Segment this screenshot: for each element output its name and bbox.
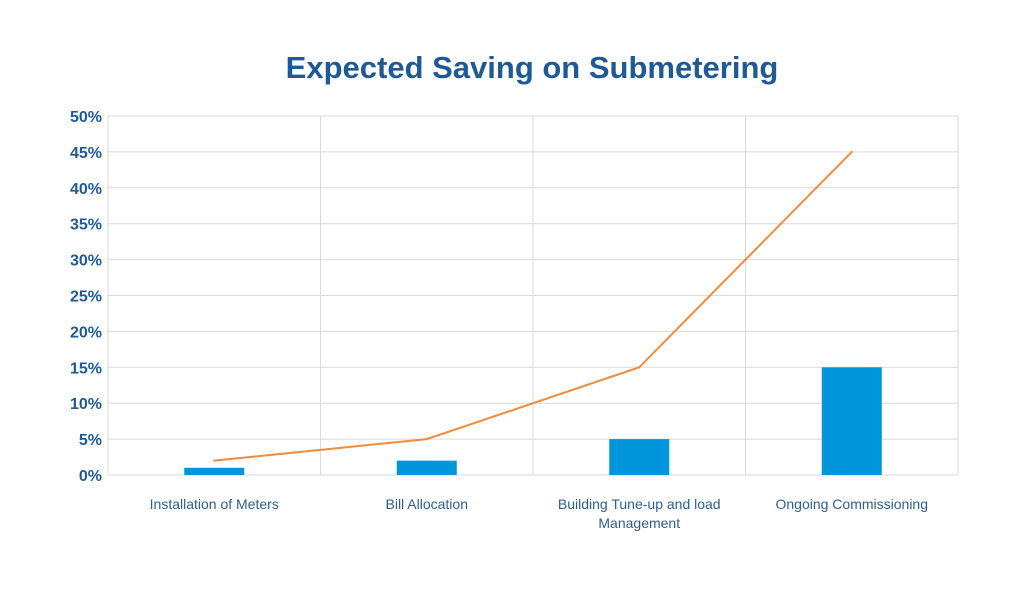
y-tick-label: 5% [79, 432, 102, 449]
bar [609, 439, 670, 475]
x-tick-label: Installation of Meters [150, 496, 279, 512]
line-series [214, 151, 853, 462]
x-tick-label: Building Tune-up and load Management [558, 496, 721, 531]
y-tick-label: 20% [70, 324, 102, 341]
line-point [425, 438, 428, 441]
y-tick-label: 0% [79, 468, 102, 485]
bar [821, 367, 882, 475]
y-tick-label: 35% [70, 217, 102, 234]
y-tick-label: 15% [70, 360, 102, 377]
y-tick-label: 10% [70, 396, 102, 413]
x-tick-label: Bill Allocation [386, 496, 469, 512]
x-tick-label: Ongoing Commissioning [775, 496, 928, 512]
line-point [213, 459, 216, 462]
y-tick-label: 25% [70, 289, 102, 306]
y-tick-label: 50% [70, 109, 102, 126]
bar [184, 467, 245, 475]
bar [396, 460, 457, 475]
y-tick-label: 30% [70, 253, 102, 270]
y-tick-label: 40% [70, 181, 102, 198]
chart-title: Expected Saving on Submetering [285, 50, 779, 85]
y-tick-label: 45% [70, 145, 102, 162]
line-point [638, 366, 641, 369]
line-point [850, 150, 853, 153]
